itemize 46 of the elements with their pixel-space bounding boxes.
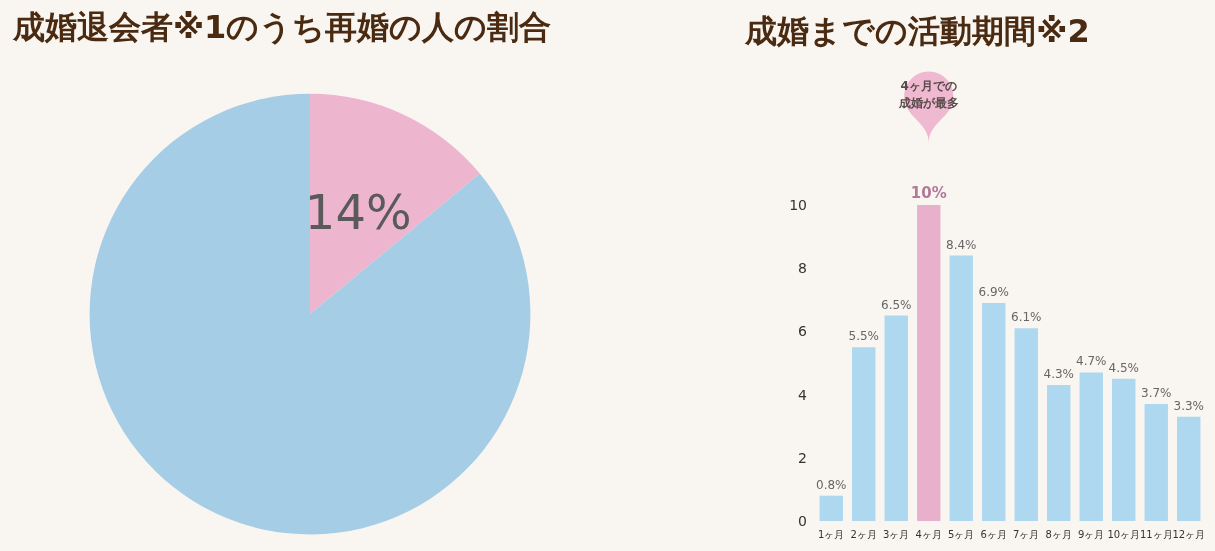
bar <box>884 315 908 521</box>
bar <box>1014 328 1038 521</box>
x-tick-label: 6ヶ月 <box>980 528 1007 540</box>
bar <box>1177 416 1201 521</box>
data-label: 4.5% <box>1108 360 1139 375</box>
bar <box>852 347 876 521</box>
bar <box>917 205 941 521</box>
x-tick-label: 9ヶ月 <box>1078 528 1105 540</box>
x-tick-label: 7ヶ月 <box>1013 528 1040 540</box>
y-tick-label: 4 <box>798 386 808 403</box>
x-tick-label: 4ヶ月 <box>915 528 942 540</box>
x-tick-label: 12ヶ月 <box>1172 528 1206 540</box>
x-tick-label: 8ヶ月 <box>1045 528 1072 540</box>
x-tick-label: 11ヶ月 <box>1139 528 1173 540</box>
data-label: 3.7% <box>1141 386 1172 401</box>
data-label: 8.4% <box>946 237 977 252</box>
bar <box>949 255 973 521</box>
chart-title: 成婚退会者※1のうち再婚の人の割合 <box>12 8 552 46</box>
chart-title: 成婚までの活動期間※2 <box>744 12 1090 50</box>
data-label: 0.8% <box>816 477 847 492</box>
bar <box>1112 378 1136 521</box>
x-tick-label: 1ヶ月 <box>818 528 845 540</box>
y-tick-label: 10 <box>789 197 807 213</box>
x-tick-label: 2ヶ月 <box>850 528 877 540</box>
data-label: 10% <box>910 183 947 202</box>
data-label: 6.9% <box>978 284 1009 299</box>
data-label: 3.3% <box>1173 398 1204 413</box>
data-label: 14% <box>304 183 412 240</box>
bar <box>1047 385 1071 521</box>
y-tick-label: 6 <box>798 323 808 340</box>
data-label: 4.3% <box>1043 367 1074 382</box>
data-label: 6.5% <box>881 297 912 312</box>
bar <box>1144 404 1168 521</box>
x-tick-label: 10ヶ月 <box>1107 528 1141 540</box>
x-tick-label: 5ヶ月 <box>948 528 975 540</box>
text: 4ヶ月での成婚が最多 <box>897 78 959 110</box>
x-tick-label: 3ヶ月 <box>883 528 910 540</box>
y-tick-label: 8 <box>798 260 807 277</box>
y-tick-label: 0 <box>798 513 807 529</box>
y-tick-label: 2 <box>798 449 807 466</box>
bar <box>982 302 1006 521</box>
data-label: 4.7% <box>1076 354 1107 369</box>
bar <box>819 495 843 521</box>
bar <box>1079 372 1103 521</box>
data-label: 5.5% <box>848 329 879 344</box>
data-label: 6.1% <box>1011 310 1042 325</box>
